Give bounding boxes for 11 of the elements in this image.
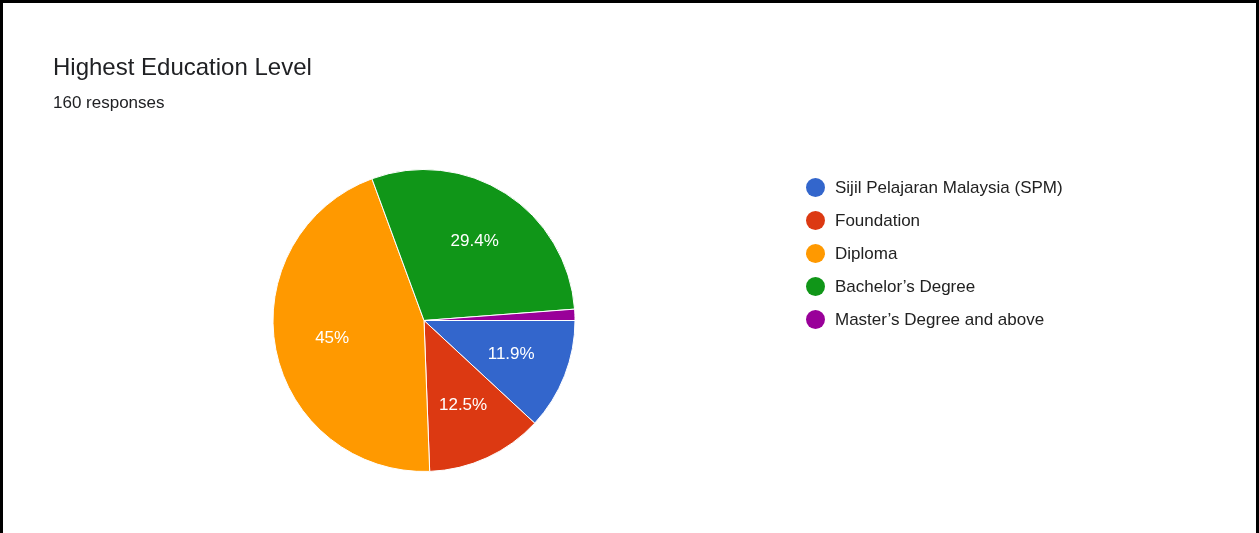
data-label: 11.9% bbox=[487, 344, 535, 364]
legend-label: Sijil Pelajaran Malaysia (SPM) bbox=[835, 177, 1063, 198]
legend-label: Bachelor’s Degree bbox=[835, 276, 976, 297]
data-label: 29.4% bbox=[450, 231, 499, 251]
chart-title: Highest Education Level bbox=[53, 53, 312, 81]
legend-label: Master’s Degree and above bbox=[835, 309, 1045, 330]
legend-label: Foundation bbox=[835, 210, 921, 231]
text: 160 responses bbox=[53, 93, 165, 113]
data-label: 12.5% bbox=[438, 395, 488, 415]
legend-label: Diploma bbox=[835, 243, 898, 264]
data-label: 45% bbox=[315, 328, 350, 348]
